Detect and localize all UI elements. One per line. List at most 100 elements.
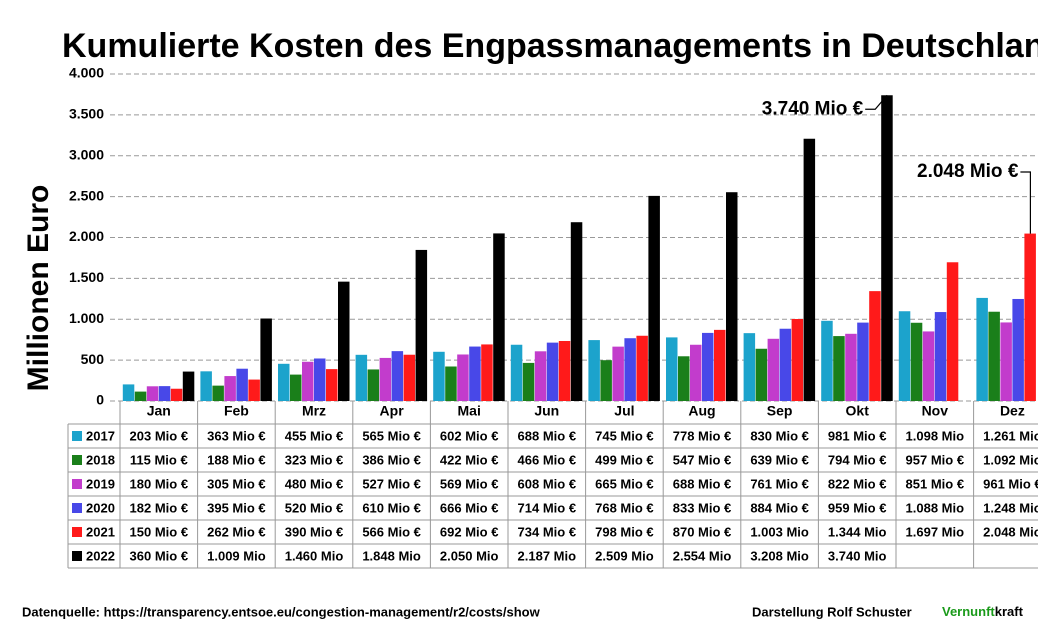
bar (755, 348, 768, 401)
annotation-leader (865, 94, 888, 110)
legend-label: 2021 (86, 524, 115, 539)
x-tick-label: Jul (614, 403, 634, 419)
bar (278, 363, 290, 401)
table-cell: 961 Mio € (983, 476, 1038, 491)
bar (338, 281, 350, 401)
bar (481, 344, 493, 401)
bar (600, 360, 612, 401)
table-cell: 822 Mio € (828, 476, 887, 491)
table-cell: 688 Mio € (518, 428, 577, 443)
table-cell: 692 Mio € (440, 524, 499, 539)
x-tick-label: Okt (846, 403, 870, 419)
legend-label: 2017 (86, 428, 115, 443)
legend-swatch (72, 455, 82, 465)
annotation-leader (1020, 171, 1032, 234)
table-cell: 714 Mio € (518, 500, 577, 515)
legend-label: 2018 (86, 452, 115, 467)
bar (510, 344, 523, 401)
table-cell: 778 Mio € (673, 428, 732, 443)
table-cell: 520 Mio € (285, 500, 344, 515)
table-cell: 262 Mio € (207, 524, 266, 539)
table-cell: 2.048 Mio (983, 524, 1038, 539)
legend-label: 2019 (86, 476, 115, 491)
bar (666, 337, 678, 401)
table-cell: 3.740 Mio (828, 548, 887, 563)
table-cell: 3.208 Mio (750, 548, 809, 563)
bar (624, 338, 636, 401)
x-tick-label: Apr (380, 403, 405, 419)
bar (122, 384, 135, 401)
bar (290, 374, 302, 401)
y-tick-label: 3.500 (69, 106, 104, 122)
bar (170, 388, 183, 401)
bar (636, 335, 648, 401)
bar (690, 344, 702, 401)
source: Datenquelle: https://transparency.entsoe… (22, 604, 541, 619)
brand-part: kraft (995, 604, 1024, 619)
bar (314, 358, 326, 401)
bar (678, 356, 690, 401)
bar (212, 385, 224, 401)
bar (988, 311, 1000, 401)
x-tick-label: Aug (688, 403, 715, 419)
bar (433, 351, 445, 401)
legend-swatch (72, 431, 82, 441)
y-tick-label: 2.500 (69, 187, 104, 203)
annotation: 3.740 Mio € (762, 98, 864, 119)
x-tick-label: Jun (534, 403, 559, 419)
table-cell: 363 Mio € (207, 428, 266, 443)
bar (182, 371, 195, 401)
table-cell: 851 Mio € (906, 476, 965, 491)
table-cell: 2.554 Mio (673, 548, 732, 563)
bar (702, 332, 714, 401)
table-cell: 981 Mio € (828, 428, 887, 443)
bar (158, 386, 171, 401)
table-cell: 957 Mio € (906, 452, 965, 467)
bar (379, 357, 392, 401)
bar (558, 340, 571, 401)
x-tick-label: Mai (458, 403, 481, 419)
bar (946, 262, 959, 401)
table-cell: 150 Mio € (130, 524, 189, 539)
table-cell: 870 Mio € (673, 524, 732, 539)
table-cell: 422 Mio € (440, 452, 499, 467)
legend-label: 2020 (86, 500, 115, 515)
bar (588, 340, 600, 401)
table-cell: 1.344 Mio (828, 524, 887, 539)
table-cell: 608 Mio € (518, 476, 577, 491)
table-cell: 203 Mio € (130, 428, 189, 443)
bar (714, 329, 726, 401)
table-cell: 305 Mio € (207, 476, 266, 491)
table-cell: 745 Mio € (595, 428, 654, 443)
bar (134, 391, 147, 401)
table-cell: 547 Mio € (673, 452, 732, 467)
bar (248, 379, 260, 401)
bar (415, 249, 428, 401)
table-cell: 480 Mio € (285, 476, 344, 491)
bar (367, 369, 380, 401)
bar (648, 195, 660, 401)
table-cell: 830 Mio € (750, 428, 809, 443)
bar (260, 318, 272, 401)
y-tick-label: 0 (96, 392, 104, 408)
table-cell: 182 Mio € (130, 500, 189, 515)
table-cell: 798 Mio € (595, 524, 654, 539)
bar (403, 354, 416, 401)
table-cell: 395 Mio € (207, 500, 266, 515)
bar (910, 322, 923, 401)
bar (779, 328, 792, 401)
table-cell: 455 Mio € (285, 428, 344, 443)
table-cell: 2.509 Mio (595, 548, 654, 563)
table-cell: 1.261 Mio (983, 428, 1038, 443)
bar (833, 336, 845, 401)
table-cell: 610 Mio € (362, 500, 421, 515)
bar (546, 342, 559, 401)
table-cell: 1.848 Mio (362, 548, 421, 563)
x-tick-label: Jan (147, 403, 171, 419)
table-cell: 323 Mio € (285, 452, 344, 467)
table-cell: 768 Mio € (595, 500, 654, 515)
table-cell: 466 Mio € (518, 452, 577, 467)
table-cell: 188 Mio € (207, 452, 266, 467)
bar (976, 297, 988, 401)
y-tick-label: 500 (81, 351, 105, 367)
